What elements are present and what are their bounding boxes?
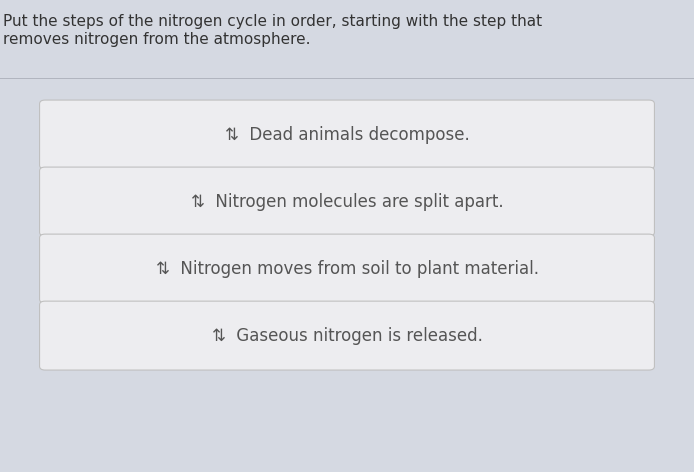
FancyBboxPatch shape: [40, 234, 654, 303]
FancyBboxPatch shape: [40, 167, 654, 236]
Text: ⇅  Gaseous nitrogen is released.: ⇅ Gaseous nitrogen is released.: [212, 327, 482, 345]
Text: ⇅  Nitrogen moves from soil to plant material.: ⇅ Nitrogen moves from soil to plant mate…: [155, 260, 539, 278]
Text: Put the steps of the nitrogen cycle in order, starting with the step that
remove: Put the steps of the nitrogen cycle in o…: [3, 14, 543, 47]
FancyBboxPatch shape: [40, 301, 654, 370]
Text: ⇅  Nitrogen molecules are split apart.: ⇅ Nitrogen molecules are split apart.: [191, 193, 503, 211]
Text: ⇅  Dead animals decompose.: ⇅ Dead animals decompose.: [225, 126, 469, 143]
FancyBboxPatch shape: [40, 100, 654, 169]
